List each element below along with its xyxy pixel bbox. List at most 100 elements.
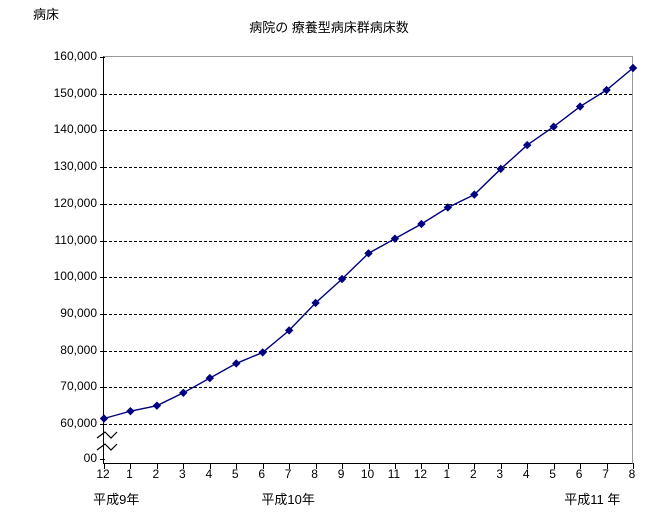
y-tick-mark <box>100 130 105 132</box>
x-axis-label: 7 <box>602 467 609 481</box>
x-axis-label: 5 <box>549 467 556 481</box>
gridline <box>104 313 632 315</box>
data-point-marker <box>390 234 400 243</box>
x-axis-label: 2 <box>152 467 160 481</box>
y-axis-label: 60,000 <box>60 416 97 430</box>
data-point-marker <box>549 122 558 131</box>
y-axis-label: 120,000 <box>53 195 97 210</box>
gridline <box>104 167 632 169</box>
x-axis-year-label: 平成10年 <box>261 492 315 507</box>
x-axis-label: 1 <box>126 467 133 481</box>
x-tick-mark <box>606 463 608 469</box>
y-tick-mark <box>100 459 105 460</box>
y-tick-mark <box>100 240 105 242</box>
gridline <box>104 93 632 95</box>
data-point-marker <box>152 401 162 410</box>
data-point-marker <box>284 326 294 335</box>
gridline <box>104 424 632 425</box>
series-markers-group <box>99 63 638 423</box>
x-tick-mark <box>527 463 529 469</box>
y-axis-label: 150,000 <box>53 85 97 100</box>
y-axis-label: 130,000 <box>53 159 97 174</box>
data-point-marker <box>628 63 638 73</box>
y-tick-mark <box>100 203 105 205</box>
x-tick-mark <box>130 463 132 469</box>
data-point-marker <box>496 164 505 174</box>
x-axis-label: 2 <box>469 467 477 481</box>
x-axis-label: 5 <box>231 467 239 481</box>
y-axis-label: 140,000 <box>53 122 97 137</box>
x-axis-label: 7 <box>284 467 292 481</box>
data-point-marker <box>258 348 267 357</box>
data-point-marker <box>99 414 109 423</box>
y-tick-mark <box>100 93 105 95</box>
axis-break-icon <box>96 431 118 451</box>
data-point-marker <box>232 359 241 368</box>
x-axis-label: 3 <box>496 467 504 481</box>
data-point-marker <box>337 274 347 284</box>
y-tick-mark <box>100 167 105 169</box>
data-point-marker <box>470 190 479 199</box>
chart-title: 病院の 療養型病床群病床数 <box>249 20 409 35</box>
x-axis-year-label: 平成11 年 <box>564 492 621 507</box>
gridline <box>104 240 632 242</box>
x-tick-mark <box>183 463 185 469</box>
x-tick-mark <box>500 463 502 469</box>
x-tick-mark <box>315 463 317 469</box>
data-point-marker <box>575 102 585 111</box>
x-tick-mark <box>209 463 211 469</box>
x-axis-label: 4 <box>205 467 213 481</box>
x-tick-mark <box>342 463 344 469</box>
x-tick-mark <box>236 463 238 469</box>
x-axis-label: 12 <box>96 467 110 481</box>
x-tick-mark <box>633 463 634 469</box>
data-series-svg <box>99 63 638 423</box>
y-axis-label: 100,000 <box>53 269 97 284</box>
data-point-marker <box>179 388 188 398</box>
x-axis-label: 11 <box>387 467 401 481</box>
x-axis-year-label: 平成9年 <box>93 492 140 507</box>
plot-area <box>99 56 638 469</box>
x-axis-label: 6 <box>575 467 583 481</box>
x-tick-mark <box>289 463 291 469</box>
x-tick-mark <box>447 463 449 469</box>
y-tick-mark <box>100 387 105 389</box>
gridline <box>104 277 632 279</box>
gridline <box>104 130 632 132</box>
y-axis-label: 160,000 <box>53 49 97 63</box>
y-axis-label: 70,000 <box>60 379 97 394</box>
x-tick-mark <box>553 463 555 469</box>
x-axis-label: 6 <box>258 467 266 481</box>
y-tick-mark <box>100 277 105 279</box>
gridline <box>104 350 632 352</box>
y-axis-label: 90,000 <box>60 305 97 320</box>
y-tick-mark <box>100 57 105 58</box>
x-tick-mark <box>262 463 264 469</box>
data-point-marker <box>311 298 320 308</box>
gridline <box>104 203 632 205</box>
y-tick-mark <box>100 424 105 425</box>
x-axis-label: 12 <box>413 467 428 481</box>
x-tick-mark <box>156 463 158 469</box>
y-tick-mark <box>100 313 105 315</box>
y-axis-label: 00 <box>83 451 97 465</box>
y-tick-mark <box>100 350 105 352</box>
x-axis-label: 4 <box>522 467 530 481</box>
x-tick-mark <box>421 463 423 469</box>
x-tick-mark <box>104 463 105 469</box>
x-axis-label: 10 <box>360 467 375 481</box>
series-line <box>103 67 634 420</box>
y-axis-label: 110,000 <box>54 232 98 247</box>
data-point-marker <box>443 203 453 212</box>
x-axis-label: 1 <box>443 467 451 481</box>
y-axis-label: 80,000 <box>60 342 97 357</box>
y-axis-unit-label: 病床 <box>33 7 60 22</box>
data-point-marker <box>126 406 135 416</box>
x-axis-label: 8 <box>628 467 636 481</box>
data-point-marker <box>417 219 426 229</box>
gridline <box>104 387 632 389</box>
data-point-marker <box>364 249 373 258</box>
x-axis-label: 8 <box>311 467 318 481</box>
x-axis-label: 9 <box>337 467 345 481</box>
